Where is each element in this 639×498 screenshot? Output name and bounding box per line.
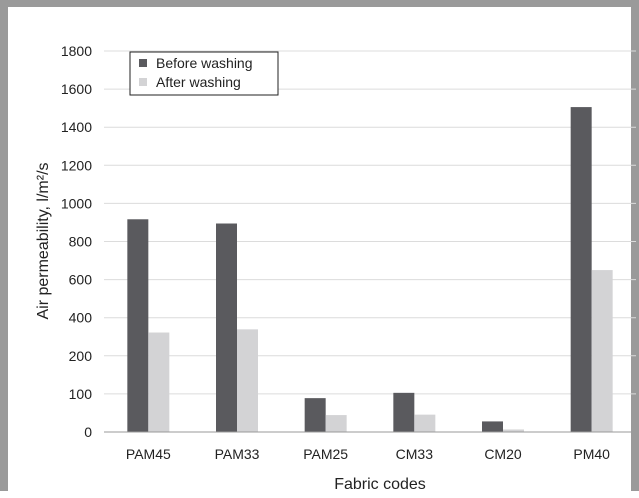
bar-chart: 0 100 200 400 600 800 1000 1200 1400 1600 1800 PAM… xyxy=(35,43,636,493)
x-tick-label: PAM25 xyxy=(303,446,348,462)
legend-label-before: Before washing xyxy=(156,55,253,71)
bar-cm33-before xyxy=(393,392,415,432)
bar-pam45-after xyxy=(148,332,170,432)
y-tick-label: 200 xyxy=(69,348,93,364)
y-tick-label: 1200 xyxy=(61,157,92,173)
x-tick-label: PAM33 xyxy=(215,446,260,462)
bar-pam33-after xyxy=(237,329,258,432)
bar-cm20-before xyxy=(482,421,503,432)
bar-pm40-after xyxy=(591,270,613,432)
y-tick-label: 600 xyxy=(69,272,93,288)
x-tick-label: PM40 xyxy=(573,446,610,462)
bar-pam25-after xyxy=(325,415,347,432)
bar-pam45-before xyxy=(127,219,149,432)
legend-box xyxy=(129,51,279,96)
legend-swatch-after xyxy=(139,78,147,86)
bar-pam33-before xyxy=(216,223,237,432)
legend-label-after: After washing xyxy=(156,74,241,90)
y-tick-label: 100 xyxy=(69,386,93,402)
y-tick-label: 1800 xyxy=(61,43,92,59)
legend: Before washing After washing xyxy=(129,51,279,96)
y-tick-label: 400 xyxy=(69,310,93,326)
x-tick-labels: PAM45 PAM33 PAM25 CM33 CM20 PM40 xyxy=(126,446,610,462)
x-tick-label: CM33 xyxy=(396,446,434,462)
bars xyxy=(127,107,613,432)
y-axis-title: Air permeability, l/m²/s xyxy=(35,162,52,319)
bar-cm33-after xyxy=(414,414,436,432)
bar-pm40-before xyxy=(570,107,592,432)
grid-lines xyxy=(104,50,636,395)
legend-swatch-before xyxy=(139,59,147,67)
y-tick-label: 1000 xyxy=(61,195,92,211)
y-tick-label: 800 xyxy=(69,234,93,250)
bar-cm20-after xyxy=(503,429,524,432)
x-axis-title: Fabric codes xyxy=(334,476,426,493)
y-tick-label: 1400 xyxy=(61,119,92,135)
y-tick-labels: 0 100 200 400 600 800 1000 1200 1400 1600 1800 xyxy=(61,43,92,440)
y-tick-label: 1600 xyxy=(61,81,92,97)
x-tick-label: CM20 xyxy=(484,446,522,462)
y-tick-label: 0 xyxy=(84,424,92,440)
bar-pam25-before xyxy=(304,398,326,432)
x-tick-label: PAM45 xyxy=(126,446,171,462)
